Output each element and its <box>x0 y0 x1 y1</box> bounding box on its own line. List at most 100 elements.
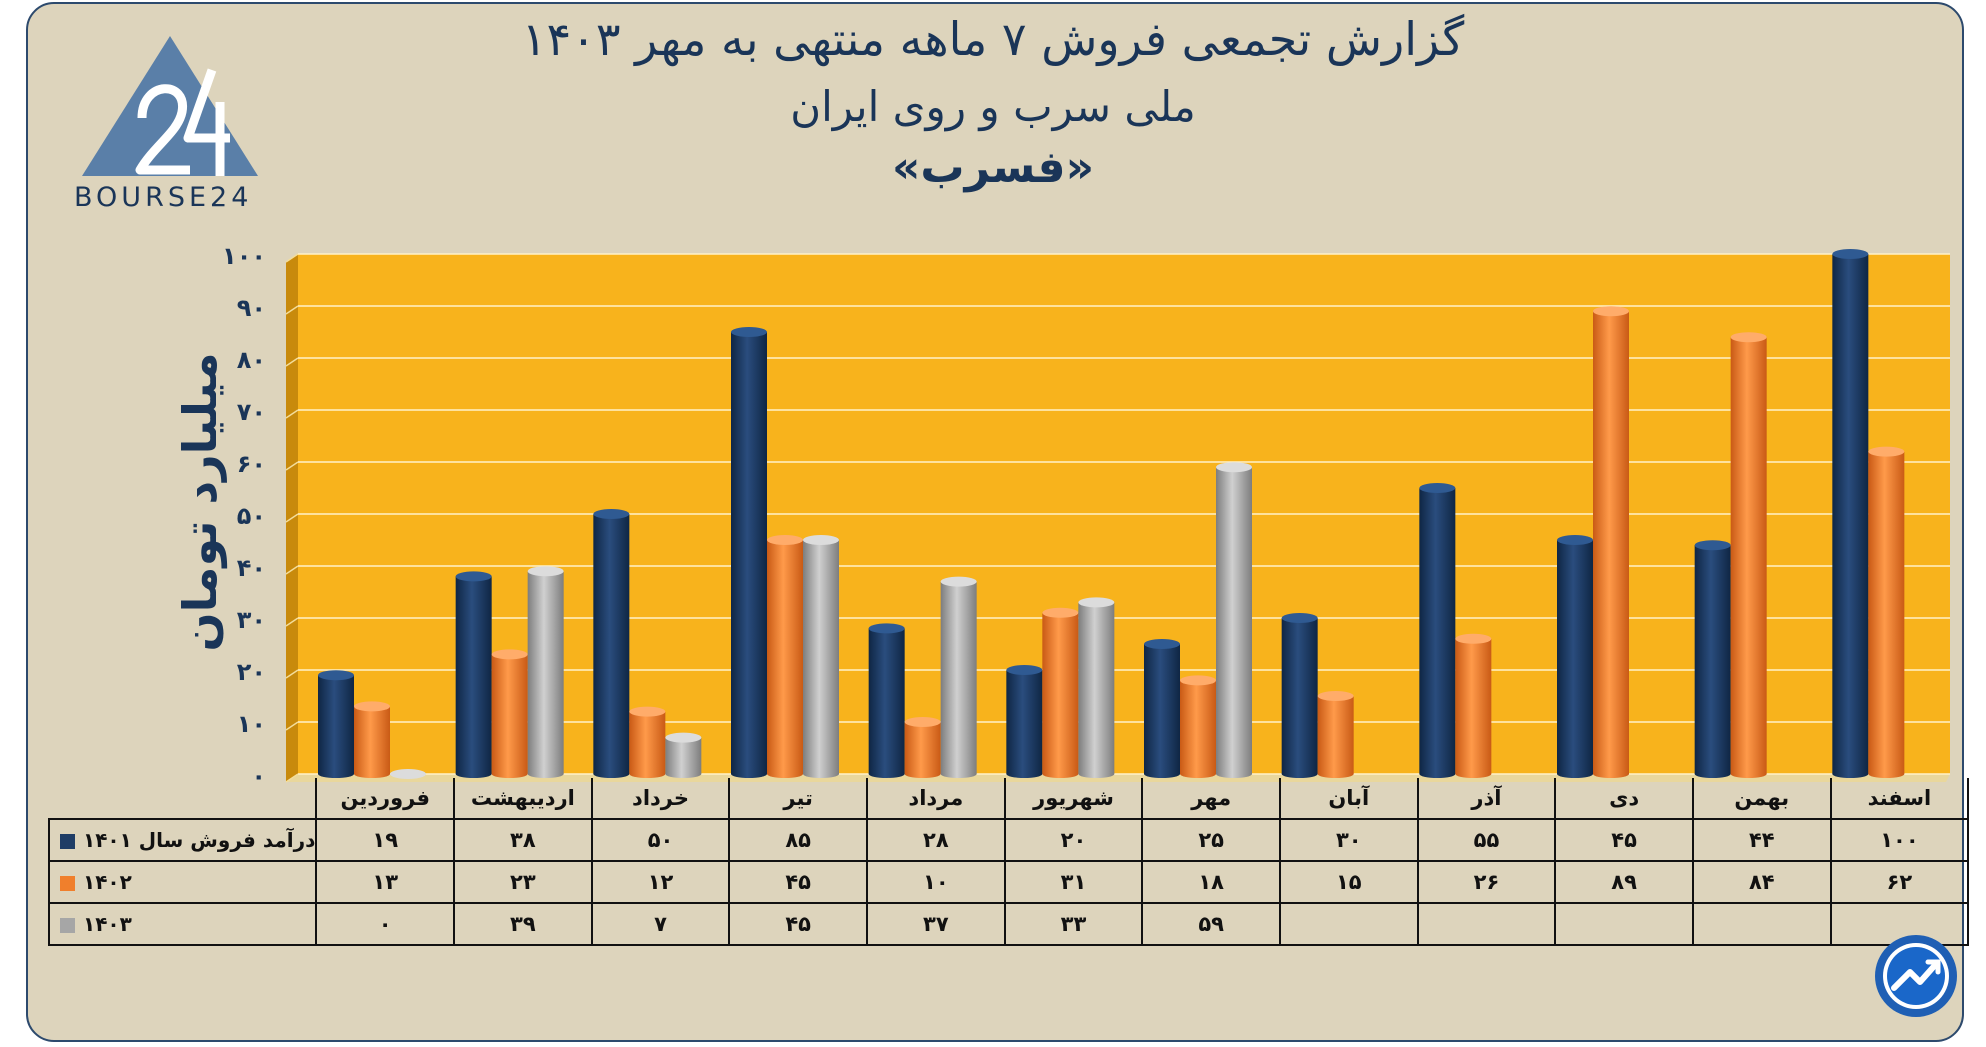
bar-1-8 <box>1281 613 1318 778</box>
data-label: ۵۰ <box>590 818 731 862</box>
bar-1-7 <box>1144 639 1180 778</box>
bar-cap <box>1281 613 1318 623</box>
category-label: مهر <box>1141 778 1281 820</box>
bar-3-6 <box>1078 597 1115 778</box>
bar-3-7 <box>1216 462 1252 778</box>
data-label: ۱۳ <box>315 860 456 904</box>
bar-body <box>731 332 767 774</box>
data-label: ۳۰ <box>1278 818 1419 862</box>
bar-body <box>1180 680 1216 774</box>
bar-cap <box>868 623 905 634</box>
data-label: ۱۲ <box>590 860 731 904</box>
bar-cap <box>1216 462 1252 473</box>
legend-swatch <box>60 876 75 891</box>
legend-swatch <box>60 918 75 933</box>
bar-body <box>527 571 564 774</box>
bar-2-6 <box>1042 607 1079 778</box>
data-label: ۱۹ <box>315 818 456 862</box>
bar-base <box>1868 770 1905 778</box>
bar-base <box>1832 770 1869 778</box>
table-row: درآمد فروش سال ۱۴۰۱ ۱۹ ۳۸ ۵۰ ۸۵ ۲۸ ۲۰ ۲۵ ۳۰ ۵۵ ۴۵ ۴… <box>47 818 1970 862</box>
bar-body <box>1419 488 1456 774</box>
bar-base <box>731 770 767 778</box>
category-label: فروردین <box>315 778 456 820</box>
bar-cap <box>731 327 767 337</box>
bar-body <box>1455 638 1492 774</box>
series-name: ۱۴۰۲ <box>83 870 132 894</box>
bar-cap <box>390 769 426 779</box>
data-label: ۱۰ <box>866 860 1006 904</box>
category-label: اردیبهشت <box>453 778 593 820</box>
bar-3-4 <box>803 535 839 778</box>
data-label: ۶۲ <box>1829 860 1970 904</box>
bourse24-logo-icon <box>82 36 258 176</box>
data-label: ۴۴ <box>1691 818 1832 862</box>
bar-body <box>491 654 528 774</box>
bar-base <box>1078 770 1115 778</box>
bar-body <box>1216 467 1252 774</box>
bar-base <box>940 770 977 778</box>
bar-cap <box>1180 675 1216 686</box>
bar-3-2 <box>527 566 564 778</box>
bar-base <box>767 770 803 778</box>
bar-base <box>803 770 839 778</box>
grid-line-wall <box>285 253 299 263</box>
bar-1-11 <box>1694 540 1731 778</box>
category-label: آبان <box>1278 778 1419 820</box>
bar-body <box>1832 254 1869 774</box>
legend-swatch <box>60 834 75 849</box>
data-label: ۴۵ <box>728 860 869 904</box>
y-tick-label: ۵۰ <box>236 502 266 530</box>
bar-cap <box>491 649 528 660</box>
bar-2-1 <box>354 701 390 778</box>
data-label: ۲۰ <box>1003 818 1144 862</box>
bar-2-11 <box>1730 332 1767 778</box>
bar-3-3 <box>665 732 702 778</box>
bar-body <box>904 722 941 774</box>
bar-body <box>1557 540 1593 774</box>
bar-body <box>1730 337 1767 774</box>
bar-body <box>354 706 390 774</box>
category-label: مرداد <box>866 778 1006 820</box>
bar-body <box>868 628 905 774</box>
bar-2-7 <box>1180 675 1216 778</box>
bar-cap <box>904 717 941 727</box>
bar-2-2 <box>491 649 528 778</box>
data-label: ۱۵ <box>1278 860 1419 904</box>
bar-base <box>1455 770 1492 778</box>
bar-base <box>455 770 492 778</box>
bar-body <box>629 711 666 774</box>
bar-cap <box>1144 639 1180 649</box>
bar-base <box>629 770 666 778</box>
bar-cap <box>1694 540 1731 551</box>
bar-cap <box>1868 446 1905 457</box>
bar-body <box>318 675 354 774</box>
bar-cap <box>1419 483 1456 493</box>
grid-line-wall <box>285 721 299 731</box>
legend-entry: ۱۴۰۳ <box>47 902 318 946</box>
bar-cap <box>354 701 390 712</box>
grid-line-wall <box>285 565 299 575</box>
y-tick-label: ۲۰ <box>236 658 266 686</box>
y-tick-label: ۸۰ <box>236 346 266 374</box>
data-table: فروردین اردیبهشت خرداد تیر مرداد شهریور مهر آبا… <box>47 778 1970 946</box>
chart-title: گزارش تجمعی فروش ۷ ماهه منتهی به مهر ۱۴۰… <box>521 12 1465 66</box>
bar-body <box>455 576 492 774</box>
bar-2-5 <box>904 717 941 778</box>
bar-cap <box>629 706 666 717</box>
bar-cap <box>665 732 702 743</box>
bar-2-9 <box>1455 633 1492 778</box>
bar-cap <box>1006 665 1043 675</box>
bar-cap <box>767 535 803 545</box>
bar-body <box>1144 644 1180 774</box>
bar-2-8 <box>1317 691 1354 778</box>
data-label: ۸۴ <box>1691 860 1832 904</box>
series-name: درآمد فروش سال ۱۴۰۱ <box>83 828 316 852</box>
category-label: اسفند <box>1829 778 1970 820</box>
bar-2-10 <box>1593 306 1629 778</box>
bar-base <box>1144 770 1180 778</box>
grid-line-wall <box>285 669 299 679</box>
y-tick-label: ۴۰ <box>236 554 266 582</box>
y-tick-label: ۷۰ <box>236 398 266 426</box>
